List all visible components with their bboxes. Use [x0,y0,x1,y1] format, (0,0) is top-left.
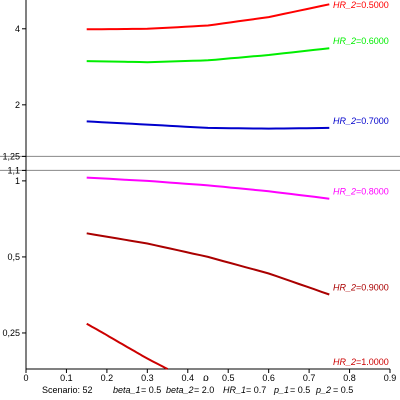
series-name-3: HR_2 [333,187,356,197]
y-tick-label-3: 1,1 [7,165,20,175]
x-axis: 0 0,1 0,2 0,3 0,4 0,5 0,6 0,7 0,8 0,9 [23,368,397,381]
series-label-0: HR_2=0.5000 [333,0,389,10]
hr-1-name: HR_1 [223,385,247,395]
p-2-name: p_2 [316,385,332,395]
p-1-name: p_1 [274,385,290,395]
x-tick-label-7: 0,7 [303,373,316,381]
series-lines [86,3,330,370]
series-value-5: =1.0000 [356,357,389,367]
x-tick-label-3: 0,3 [141,373,154,381]
p-2-value: = 0.5 [333,385,354,395]
y-tick-label-5: 0,5 [7,252,20,262]
beta-1-name: beta_1 [113,385,141,395]
x-tick-label-6: 0,6 [262,373,275,381]
series-name-0: HR_2 [333,0,356,10]
series-value-3: =0.8000 [356,187,389,197]
y-tick-label-2: 1,25 [2,151,20,161]
series-label-5: HR_2=1.0000 [333,357,389,367]
series-line-2 [86,120,330,130]
x-axis-label: ρ [203,373,209,381]
series-label-1: HR_2=0.6000 [333,36,389,46]
series-name-4: HR_2 [333,282,356,292]
scenario-footer: Scenario: 52 beta_1 = 0.5 beta_2 = 2.0 H… [0,381,400,400]
x-tick-label-0: 0 [23,373,28,381]
series-label-4: HR_2=0.9000 [333,282,389,292]
series-line-0 [86,3,330,31]
beta-1-value: = 0.5 [141,385,162,395]
p-1-value: = 0.5 [290,385,311,395]
scenario-label: Scenario: 52 [42,385,93,395]
series-value-0: =0.5000 [356,0,389,10]
series-labels: HR_2=0.5000HR_2=0.6000HR_2=0.7000HR_2=0.… [333,0,389,367]
y-tick-label-4: 1 [15,176,20,186]
x-tick-label-8: 0,8 [343,373,356,381]
y-tick-label-1: 2 [15,100,20,110]
series-line-5 [86,322,169,370]
series-value-4: =0.9000 [356,282,389,292]
series-name-2: HR_2 [333,116,356,126]
series-line-3 [86,176,330,200]
y-axis: 4 2 1,25 1,11 0,5 0,25 [2,0,27,369]
series-name-5: HR_2 [333,357,356,367]
reference-lines [0,155,400,171]
x-tick-label-1: 0,1 [60,373,73,381]
beta-2-value: = 2.0 [194,385,215,395]
series-value-2: =0.7000 [356,116,389,126]
x-tick-label-5: 0,5 [222,373,235,381]
x-tick-label-4: 0,4 [182,373,195,381]
beta-2-name: beta_2 [166,385,194,395]
x-tick-label-2: 0,2 [101,373,114,381]
series-label-3: HR_2=0.8000 [333,187,389,197]
series-label-2: HR_2=0.7000 [333,116,389,126]
series-value-1: =0.6000 [356,36,389,46]
series-line-4 [86,232,330,296]
series-line-1 [86,47,330,64]
series-name-1: HR_2 [333,36,356,46]
y-tick-label-6: 0,25 [2,328,20,338]
x-tick-label-9: 0,9 [384,373,397,381]
y-tick-label-0: 4 [15,24,20,34]
chart: 4 2 1,25 1,11 0,5 0,25 0 0,1 0,2 0,3 0,4 0,5 0,6 0,7… [0,0,400,381]
hr-1-value: = 0.7 [246,385,267,395]
